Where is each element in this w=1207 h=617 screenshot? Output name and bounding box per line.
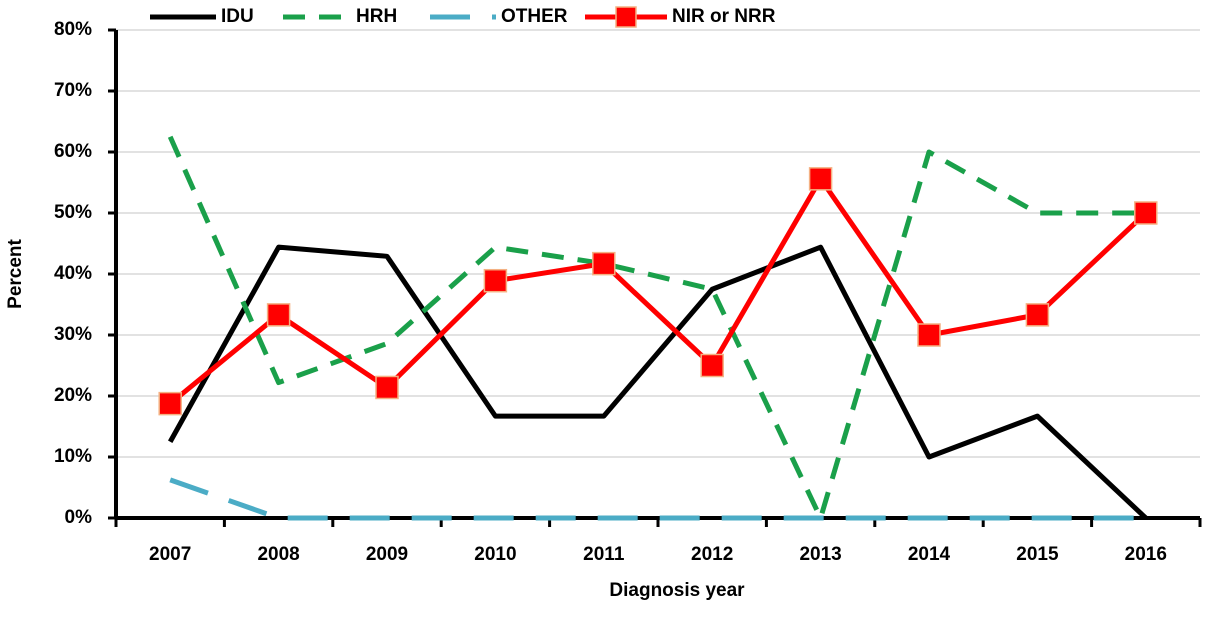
- legend-label: IDU: [221, 6, 254, 27]
- marker: [375, 375, 399, 400]
- x-tick-label: 2015: [1016, 544, 1059, 565]
- y-tick-label: 70%: [54, 80, 92, 101]
- x-tick-label: 2008: [257, 544, 299, 565]
- y-tick-label: 60%: [54, 141, 92, 162]
- y-tick-label: 50%: [54, 202, 92, 223]
- legend-marker: [615, 6, 637, 28]
- x-tick-label: 2016: [1125, 544, 1167, 565]
- marker: [808, 167, 833, 191]
- x-tick-label: 2013: [799, 544, 841, 565]
- y-tick-label: 30%: [54, 324, 92, 345]
- y-tick-label: 0%: [65, 507, 93, 528]
- marker: [1025, 303, 1050, 327]
- marker: [592, 251, 616, 276]
- series-line: [168, 176, 1148, 406]
- marker: [917, 323, 941, 347]
- x-tick-label: 2014: [908, 544, 951, 565]
- series-line: [167, 135, 1146, 521]
- series-line: [169, 477, 1146, 521]
- x-tick-label: 2009: [366, 544, 408, 565]
- legend-label: OTHER: [501, 6, 568, 27]
- marker: [266, 303, 291, 327]
- series-line: [168, 244, 1148, 520]
- y-tick-label: 10%: [54, 446, 92, 467]
- marker: [1134, 201, 1158, 225]
- x-tick-label: 2007: [149, 544, 191, 565]
- legend-label: HRH: [356, 6, 397, 27]
- x-tick-label: 2012: [691, 544, 733, 565]
- y-tick-label: 80%: [54, 19, 92, 40]
- y-axis-label: Percent: [5, 238, 26, 308]
- x-tick-label: 2010: [474, 544, 516, 565]
- x-tick-label: 2011: [583, 544, 625, 565]
- marker: [483, 268, 508, 293]
- marker: [700, 353, 724, 378]
- legend-label: NIR or NRR: [672, 6, 776, 27]
- marker: [158, 391, 182, 416]
- y-tick-label: 40%: [54, 263, 92, 284]
- x-axis-label: Diagnosis year: [609, 580, 745, 601]
- y-tick-label: 20%: [54, 385, 92, 406]
